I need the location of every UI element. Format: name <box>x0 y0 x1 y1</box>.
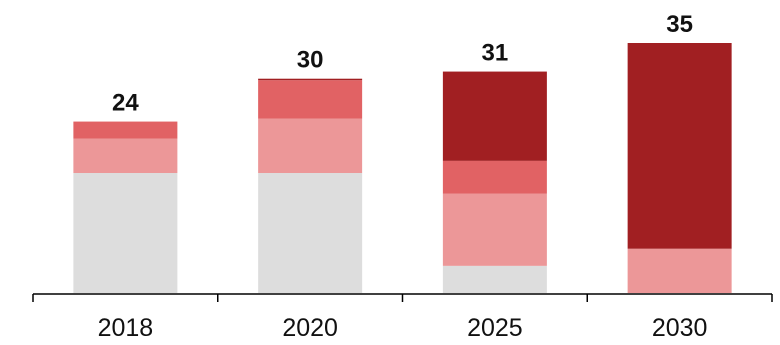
x-tick-label-2020: 2020 <box>282 314 338 342</box>
x-tick-label-2025: 2025 <box>467 314 523 342</box>
x-tick-label-2030: 2030 <box>652 314 708 342</box>
x-axis-tick-labels-layer: 2018 2020 2025 2030 <box>98 314 708 342</box>
total-labels-layer: 24 30 31 35 <box>112 11 693 117</box>
x-axis-ticks-layer <box>32 294 773 302</box>
total-label-2020: 30 <box>297 47 324 74</box>
bar-segment-2030-4 <box>627 43 732 249</box>
bar-segment-2020-4 <box>258 78 363 81</box>
bar-segment-2020-3 <box>258 80 363 119</box>
total-label-2030: 35 <box>666 11 693 38</box>
bar-segment-2025-3 <box>442 160 547 194</box>
bar-segment-2025-1 <box>442 265 547 293</box>
bar-segment-2025-4 <box>442 71 547 161</box>
x-tick-label-2018: 2018 <box>98 314 154 342</box>
total-label-2025: 31 <box>482 40 509 67</box>
bar-segment-2018-2 <box>73 138 178 173</box>
bars-layer <box>73 43 732 293</box>
bar-segment-2020-2 <box>258 118 363 173</box>
bar-segment-2030-2 <box>627 248 732 293</box>
bar-segment-2018-3 <box>73 121 178 139</box>
bar-segment-2018-1 <box>73 173 178 293</box>
bar-segment-2020-1 <box>258 173 363 293</box>
bar-segment-2025-2 <box>442 193 547 266</box>
total-label-2018: 24 <box>112 90 139 117</box>
